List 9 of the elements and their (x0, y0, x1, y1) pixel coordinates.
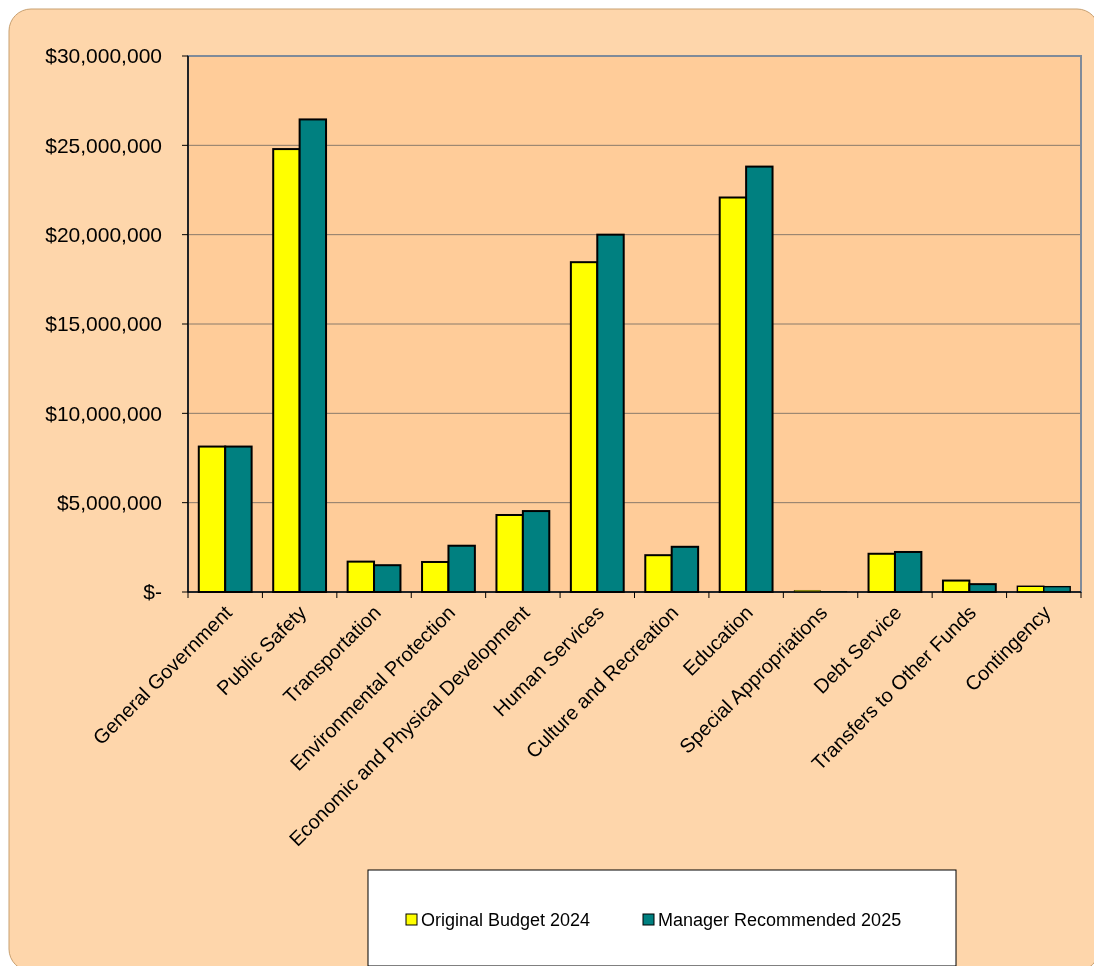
legend-label: Manager Recommended 2025 (658, 910, 902, 931)
y-tick-label: $- (143, 580, 162, 604)
y-tick-label: $5,000,000 (56, 491, 162, 515)
y-tick-label: $15,000,000 (45, 312, 162, 336)
y-tick-label: $30,000,000 (45, 44, 162, 68)
y-tick-label: $10,000,000 (45, 401, 162, 425)
y-tick-label: $25,000,000 (45, 133, 162, 157)
y-tick-label: $20,000,000 (45, 223, 162, 247)
legend-label: Original Budget 2024 (421, 910, 591, 931)
